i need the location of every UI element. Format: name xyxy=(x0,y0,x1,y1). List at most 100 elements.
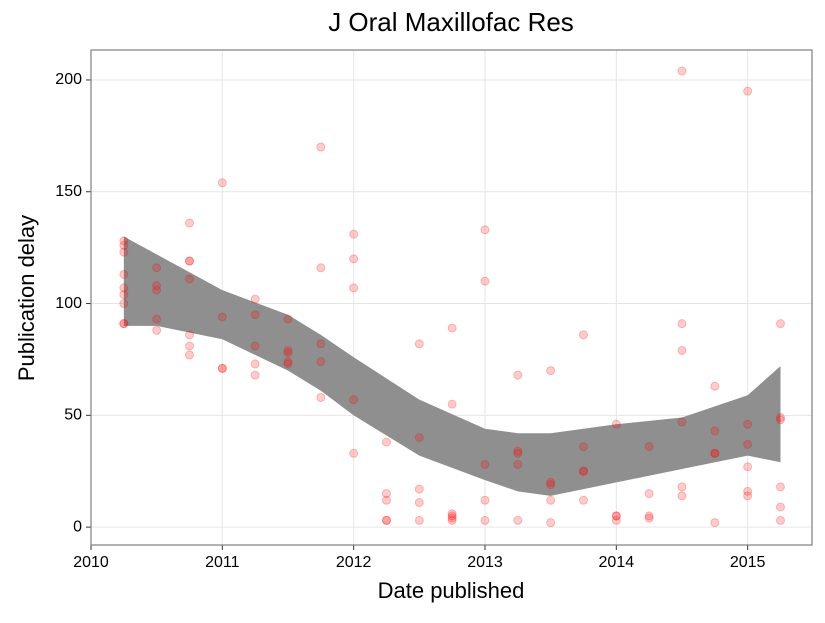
point xyxy=(250,294,260,304)
point xyxy=(513,460,523,470)
point xyxy=(283,359,293,369)
point xyxy=(119,236,129,246)
point xyxy=(775,515,785,525)
point xyxy=(283,357,293,367)
point xyxy=(250,370,260,380)
point xyxy=(775,415,785,425)
point xyxy=(184,341,194,351)
point xyxy=(349,283,359,293)
point xyxy=(710,381,720,391)
point xyxy=(152,281,162,291)
y-tick-label: 150 xyxy=(55,183,82,200)
point xyxy=(743,491,753,501)
point xyxy=(152,314,162,324)
point xyxy=(381,515,391,525)
point xyxy=(381,437,391,447)
point xyxy=(349,229,359,239)
y-tick-label: 100 xyxy=(55,295,82,312)
point xyxy=(743,486,753,496)
x-tick-label: 2011 xyxy=(205,554,240,571)
point xyxy=(546,480,556,490)
point xyxy=(644,442,654,452)
confidence-band xyxy=(123,236,781,496)
point xyxy=(611,515,621,525)
point xyxy=(152,325,162,335)
point xyxy=(184,218,194,228)
point xyxy=(710,448,720,458)
point xyxy=(743,439,753,449)
point xyxy=(775,413,785,423)
point xyxy=(546,495,556,505)
point xyxy=(611,511,621,521)
point xyxy=(775,502,785,512)
point xyxy=(316,263,326,273)
point xyxy=(480,460,490,470)
x-tick-label: 2013 xyxy=(467,554,503,571)
point xyxy=(283,348,293,358)
point xyxy=(349,448,359,458)
point xyxy=(381,489,391,499)
point xyxy=(611,419,621,429)
point xyxy=(184,274,194,284)
point xyxy=(119,319,129,329)
point xyxy=(447,513,457,523)
point xyxy=(743,462,753,472)
point xyxy=(447,399,457,409)
point xyxy=(119,299,129,309)
point xyxy=(611,511,621,521)
point xyxy=(349,254,359,264)
point xyxy=(513,446,523,456)
y-tick-label: 200 xyxy=(55,71,82,88)
x-axis-label: Date published xyxy=(378,578,525,603)
point xyxy=(710,448,720,458)
point xyxy=(480,225,490,235)
point xyxy=(710,426,720,436)
point xyxy=(677,417,687,427)
point xyxy=(480,495,490,505)
point xyxy=(152,263,162,273)
point xyxy=(447,509,457,519)
point xyxy=(414,433,424,443)
point xyxy=(578,466,588,476)
point xyxy=(184,330,194,340)
point xyxy=(546,518,556,528)
point xyxy=(644,489,654,499)
point xyxy=(217,363,227,373)
point xyxy=(414,484,424,494)
point xyxy=(217,363,227,373)
point xyxy=(119,240,129,250)
point xyxy=(677,66,687,76)
point xyxy=(546,477,556,487)
point xyxy=(316,357,326,367)
point xyxy=(447,511,457,521)
point xyxy=(119,283,129,293)
point xyxy=(381,495,391,505)
point xyxy=(316,392,326,402)
point xyxy=(447,515,457,525)
point xyxy=(775,319,785,329)
x-tick-label: 2012 xyxy=(336,554,372,571)
x-tick-label: 2015 xyxy=(730,554,766,571)
point xyxy=(349,395,359,405)
point xyxy=(677,319,687,329)
point xyxy=(283,314,293,324)
x-tick-label: 2010 xyxy=(73,554,109,571)
point xyxy=(217,178,227,188)
x-tick-label: 2014 xyxy=(599,554,635,571)
point xyxy=(119,269,129,279)
point xyxy=(710,518,720,528)
point xyxy=(513,515,523,525)
y-tick-label: 0 xyxy=(73,518,82,535)
point xyxy=(644,513,654,523)
point xyxy=(414,498,424,508)
point xyxy=(480,276,490,286)
point xyxy=(184,256,194,266)
point xyxy=(677,491,687,501)
point xyxy=(250,359,260,369)
y-axis-label: Publication delay xyxy=(14,215,39,381)
point xyxy=(513,370,523,380)
point xyxy=(480,515,490,525)
point xyxy=(578,330,588,340)
point xyxy=(414,515,424,525)
